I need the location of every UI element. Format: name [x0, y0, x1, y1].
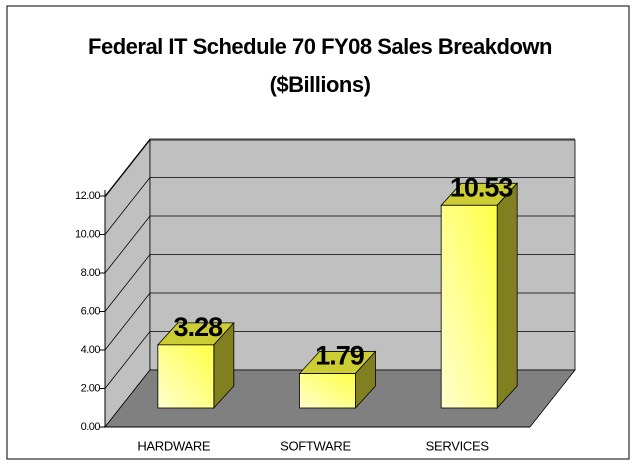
grid-line: [104, 138, 575, 197]
value-label: 10.53: [450, 172, 514, 202]
grid-line: [104, 215, 575, 274]
grid-line: [104, 254, 575, 312]
chart-title: Federal IT Schedule 70 FY08 Sales Breakd…: [88, 34, 552, 59]
grid-line: [104, 177, 575, 235]
bar-side: [496, 182, 518, 410]
bar: [440, 204, 498, 409]
bar: [157, 344, 215, 409]
y-tick-label: 2.00: [81, 382, 101, 394]
x-tick-label: HARDWARE: [137, 438, 211, 453]
y-tick-label: 8.00: [81, 267, 101, 279]
chart-subtitle: ($Billions): [270, 72, 371, 97]
y-tick-label: 10.00: [75, 228, 100, 240]
y-tick-label: 6.00: [81, 305, 101, 317]
grid-line: [104, 292, 575, 351]
x-tick-label: SERVICES: [426, 438, 490, 453]
bar: [299, 373, 356, 409]
y-tick-label: 12.00: [75, 190, 100, 202]
y-tick-label: 0.00: [81, 421, 101, 433]
grid-line: [104, 331, 575, 389]
x-tick-label: SOFTWARE: [280, 438, 351, 453]
value-label: 3.28: [174, 312, 224, 342]
value-label: 1.79: [315, 341, 365, 371]
y-tick-label: 4.00: [81, 344, 101, 356]
